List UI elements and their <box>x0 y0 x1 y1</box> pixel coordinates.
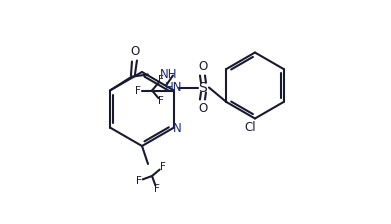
Text: F: F <box>154 184 160 194</box>
Text: F: F <box>160 162 166 172</box>
Text: NH: NH <box>160 68 178 81</box>
Text: N: N <box>173 122 181 135</box>
Text: O: O <box>130 45 140 58</box>
Text: Cl: Cl <box>244 121 256 134</box>
Text: F: F <box>135 86 141 95</box>
Text: F: F <box>158 75 164 85</box>
Text: O: O <box>198 60 208 73</box>
Text: S: S <box>199 80 207 95</box>
Text: F: F <box>136 176 142 186</box>
Text: O: O <box>198 102 208 115</box>
Text: F: F <box>158 96 164 106</box>
Text: HN: HN <box>165 81 183 94</box>
